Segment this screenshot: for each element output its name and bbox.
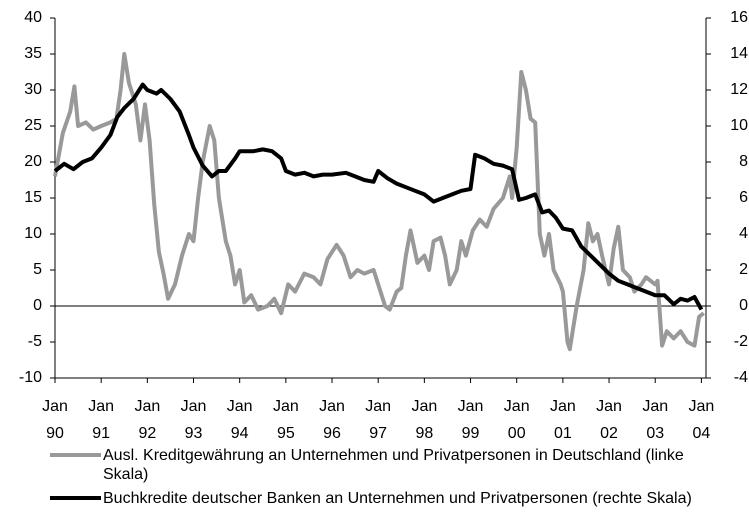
x-tick-label: Jan 96 (319, 398, 345, 442)
y2-tick-label: 10 (730, 117, 748, 134)
y-tick-label: -5 (28, 333, 42, 350)
y2-tick-label: -4 (734, 369, 748, 386)
x-tick-label: Jan 94 (227, 398, 253, 442)
y2-tick-label: 8 (739, 153, 748, 170)
x-tick-label: Jan 93 (181, 398, 207, 442)
x-tick-label: Jan 95 (273, 398, 299, 442)
x-tick-label: Jan 02 (596, 398, 622, 442)
data-line (53, 52, 705, 352)
y2-tick-label: 14 (730, 45, 748, 62)
y2-tick-label: 0 (739, 297, 748, 314)
x-tick-label: Jan 90 (42, 398, 68, 442)
y2-tick-label: -2 (734, 333, 748, 350)
y2-tick-label: 4 (739, 225, 748, 242)
data-line (53, 82, 704, 311)
y2-tick-label: 6 (739, 189, 748, 206)
x-tick-label: Jan 03 (642, 398, 668, 442)
y-tick-label: 5 (33, 261, 42, 278)
x-tick-label: Jan 04 (688, 398, 714, 442)
y-tick-label: 25 (24, 117, 42, 134)
x-tick-label: Jan 91 (88, 398, 114, 442)
y2-tick-label: 16 (730, 9, 748, 26)
y-tick-label: -10 (19, 369, 42, 386)
x-tick-label: Jan 98 (411, 398, 437, 442)
y2-tick-label: 2 (739, 261, 748, 278)
x-tick-label: Jan 00 (504, 398, 530, 442)
y-tick-label: 30 (24, 81, 42, 98)
x-tick-label: Jan 92 (134, 398, 160, 442)
y-tick-label: 35 (24, 45, 42, 62)
legend-label: Ausl. Kreditgewährung an Unternehmen und… (103, 447, 684, 483)
y-tick-label: 20 (24, 153, 42, 170)
y2-tick-label: 12 (730, 81, 748, 98)
y-tick-label: 10 (24, 225, 42, 242)
x-tick-label: Jan 01 (550, 398, 576, 442)
y-tick-label: 15 (24, 189, 42, 206)
y-tick-label: 0 (33, 297, 42, 314)
x-tick-label: Jan 97 (365, 398, 391, 442)
x-tick-label: Jan 99 (458, 398, 484, 442)
y-tick-label: 40 (24, 9, 42, 26)
legend-label: Buchkredite deutscher Banken an Unterneh… (103, 490, 692, 507)
